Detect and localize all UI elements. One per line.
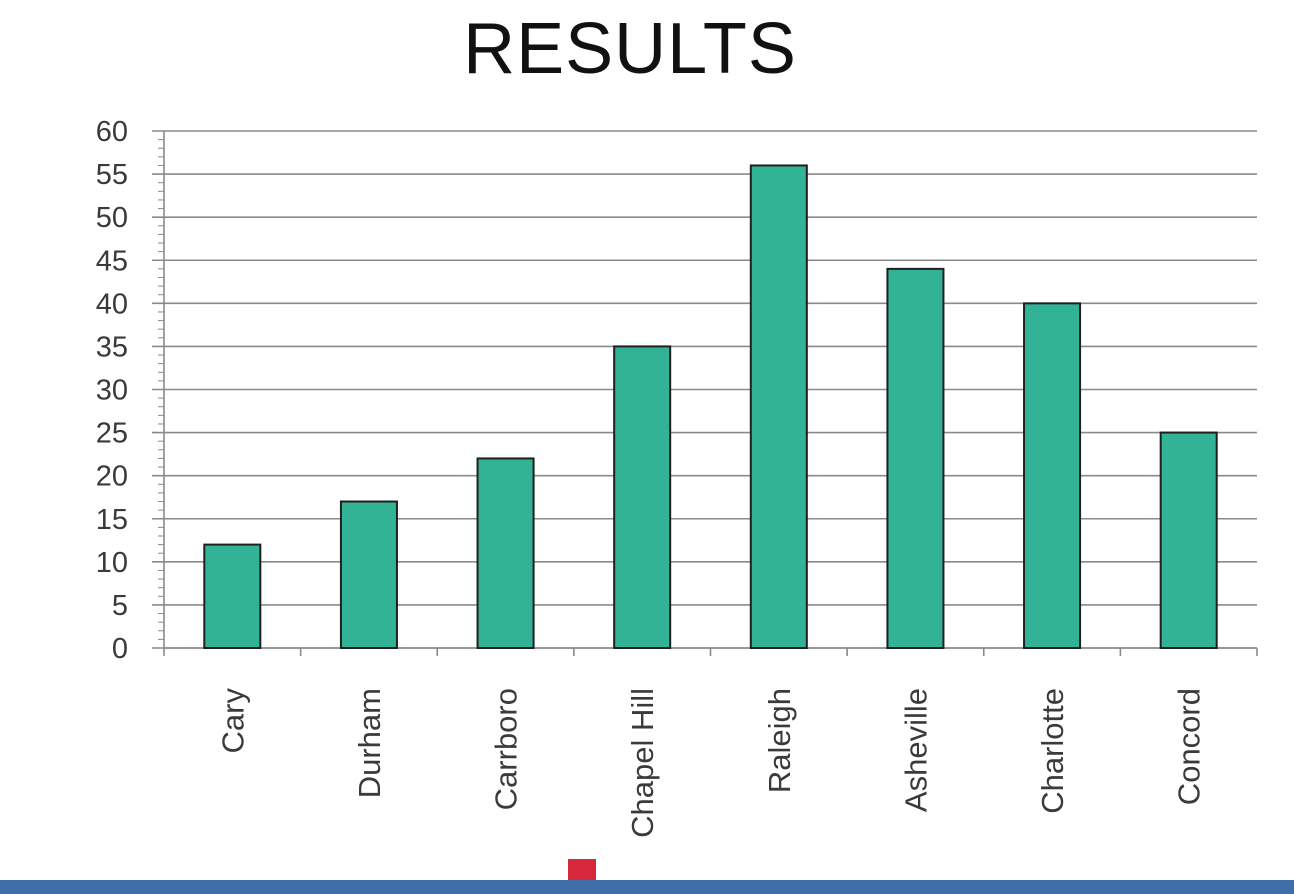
bar-durham bbox=[339, 500, 398, 649]
bar-asheville bbox=[886, 267, 945, 649]
x-tick-label: Chapel Hill bbox=[625, 688, 660, 838]
bar-concord bbox=[1159, 431, 1218, 650]
bar-cary bbox=[203, 543, 262, 649]
bar-raleigh bbox=[749, 164, 808, 649]
y-tick-label: 30 bbox=[96, 375, 128, 407]
axes bbox=[158, 131, 1258, 656]
y-tick-label: 35 bbox=[96, 331, 128, 363]
x-tick-label: Cary bbox=[215, 688, 250, 754]
y-tick-label: 15 bbox=[96, 504, 128, 536]
y-tick-label: 60 bbox=[96, 116, 128, 148]
x-tick-label: Raleigh bbox=[762, 688, 797, 793]
x-tick-label: Charlotte bbox=[1035, 688, 1070, 814]
y-tick-label: 0 bbox=[112, 633, 128, 665]
y-tick-label: 40 bbox=[96, 288, 128, 320]
y-tick-labels: 0 5 10 15 20 25 30 35 40 45 50 55 60 bbox=[96, 116, 128, 665]
bar-charlotte bbox=[1023, 302, 1082, 649]
x-tick-label: Concord bbox=[1172, 688, 1207, 805]
y-tick-label: 5 bbox=[112, 590, 128, 622]
y-tick-label: 10 bbox=[96, 547, 128, 579]
x-tick-label: Asheville bbox=[898, 688, 933, 812]
y-tick-label: 20 bbox=[96, 461, 128, 493]
bars bbox=[203, 164, 1218, 650]
red-marker bbox=[568, 859, 596, 883]
x-tick-labels: Cary Durham Carrboro Chapel Hill Raleigh Ashe… bbox=[215, 688, 1206, 838]
bar-chapel-hill bbox=[613, 345, 672, 649]
x-tick-label: Carrboro bbox=[489, 688, 524, 810]
y-tick-label: 45 bbox=[96, 245, 128, 277]
y-tick-label: 25 bbox=[96, 418, 128, 450]
chart-title: RESULTS bbox=[463, 9, 797, 89]
y-tick-label: 55 bbox=[96, 159, 128, 191]
taskbar-strip bbox=[0, 880, 1294, 894]
x-tick-label: Durham bbox=[352, 688, 387, 798]
y-tick-label: 50 bbox=[96, 202, 128, 234]
bar-carrboro bbox=[476, 457, 535, 649]
gridlines bbox=[152, 130, 1257, 649]
